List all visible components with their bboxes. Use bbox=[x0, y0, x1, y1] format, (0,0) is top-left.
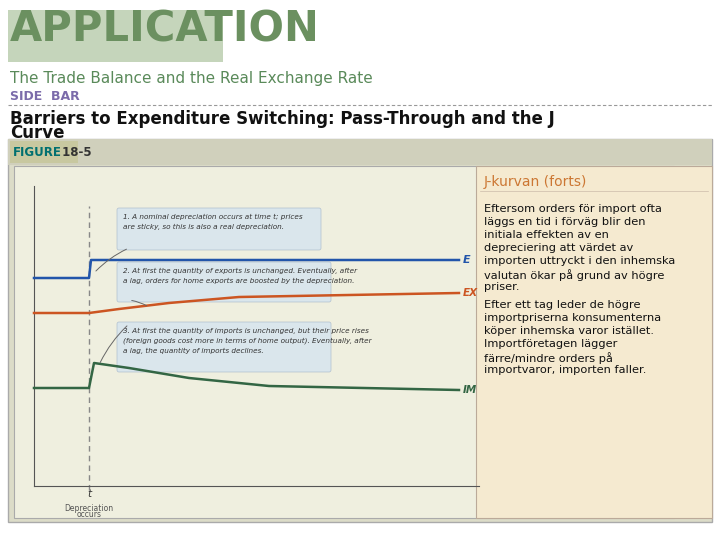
FancyBboxPatch shape bbox=[117, 208, 321, 250]
Text: 3. At first the quantity of imports is unchanged, but their price rises: 3. At first the quantity of imports is u… bbox=[123, 328, 369, 334]
Text: Depreciation: Depreciation bbox=[64, 504, 114, 513]
FancyBboxPatch shape bbox=[8, 10, 223, 62]
Text: importvaror, importen faller.: importvaror, importen faller. bbox=[484, 365, 647, 375]
Text: Barriers to Expenditure Switching: Pass-Through and the J: Barriers to Expenditure Switching: Pass-… bbox=[10, 110, 554, 128]
Text: J-kurvan (forts): J-kurvan (forts) bbox=[484, 175, 588, 189]
Text: occurs: occurs bbox=[76, 510, 102, 519]
Text: färre/mindre orders på: färre/mindre orders på bbox=[484, 352, 613, 364]
Bar bbox=[14, 166, 674, 518]
FancyBboxPatch shape bbox=[117, 322, 331, 372]
Text: importpriserna konsumenterna: importpriserna konsumenterna bbox=[484, 313, 661, 323]
Bar bbox=[8, 139, 712, 165]
Bar bbox=[476, 166, 712, 518]
Text: valutan ökar på grund av högre: valutan ökar på grund av högre bbox=[484, 269, 665, 281]
Text: initiala effekten av en: initiala effekten av en bbox=[484, 230, 609, 240]
Text: FIGURE: FIGURE bbox=[13, 145, 62, 159]
Text: Curve: Curve bbox=[10, 124, 65, 142]
Text: APPLICATION: APPLICATION bbox=[10, 9, 320, 51]
Text: are sticky, so this is also a real depreciation.: are sticky, so this is also a real depre… bbox=[123, 224, 284, 230]
Text: EX: EX bbox=[463, 288, 478, 298]
Text: SIDE  BAR: SIDE BAR bbox=[10, 90, 80, 103]
Bar bbox=[10, 141, 78, 163]
Text: 2. At first the quantity of exports is unchanged. Eventually, after: 2. At first the quantity of exports is u… bbox=[123, 268, 357, 274]
Text: a lag, orders for home exports are boosted by the depreciation.: a lag, orders for home exports are boost… bbox=[123, 278, 354, 284]
Text: 1. A nominal depreciation occurs at time t; prices: 1. A nominal depreciation occurs at time… bbox=[123, 214, 302, 220]
Text: The Trade Balance and the Real Exchange Rate: The Trade Balance and the Real Exchange … bbox=[10, 71, 373, 85]
Text: Importföretagen lägger: Importföretagen lägger bbox=[484, 339, 617, 349]
Text: köper inhemska varor istället.: köper inhemska varor istället. bbox=[484, 326, 654, 336]
Text: (foreign goods cost more in terms of home output). Eventually, after: (foreign goods cost more in terms of hom… bbox=[123, 338, 372, 345]
Text: a lag, the quantity of imports declines.: a lag, the quantity of imports declines. bbox=[123, 348, 264, 354]
Text: importen uttryckt i den inhemska: importen uttryckt i den inhemska bbox=[484, 256, 675, 266]
Text: E: E bbox=[463, 255, 471, 265]
Text: Efter ett tag leder de högre: Efter ett tag leder de högre bbox=[484, 300, 641, 310]
Bar bbox=[8, 139, 712, 522]
Text: depreciering att värdet av: depreciering att värdet av bbox=[484, 243, 634, 253]
Text: läggs en tid i förväg blir den: läggs en tid i förväg blir den bbox=[484, 217, 646, 227]
Text: Eftersom orders för import ofta: Eftersom orders för import ofta bbox=[484, 204, 662, 214]
FancyBboxPatch shape bbox=[117, 262, 331, 302]
Text: IM: IM bbox=[463, 385, 477, 395]
Text: Time: Time bbox=[481, 481, 510, 491]
Text: t: t bbox=[87, 489, 91, 499]
Text: priser.: priser. bbox=[484, 282, 520, 292]
Text: 18-5: 18-5 bbox=[58, 145, 91, 159]
